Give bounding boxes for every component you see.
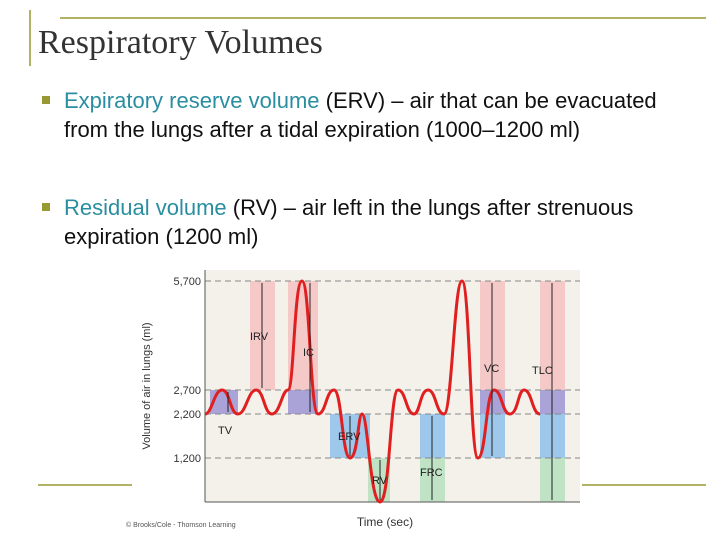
volume-label: TV xyxy=(218,425,233,437)
tick-label: 5,700 xyxy=(173,276,201,288)
slide-title: Respiratory Volumes xyxy=(38,24,323,61)
bullet-text: (RV) – air left in the lungs after stren… xyxy=(64,195,634,249)
tick-label: 2,700 xyxy=(173,385,201,397)
bullet-term: Residual volume xyxy=(64,195,227,220)
credit: © Brooks/Cole - Thomson Learning xyxy=(126,521,236,529)
volume-label: IC xyxy=(303,347,314,359)
volume-label: RV xyxy=(372,475,388,487)
bullet-term: Expiratory reserve volume xyxy=(64,88,320,113)
bullet-text: (ERV) – air that can be evacuated from t… xyxy=(64,88,657,142)
bullet-marker xyxy=(42,203,50,211)
arrows xyxy=(227,283,553,500)
bullet-marker xyxy=(42,96,50,104)
y-axis-label: Volume of air in lungs (ml) xyxy=(141,322,153,449)
tick-label: 1,200 xyxy=(173,453,201,465)
bullet: Expiratory reserve volume (ERV) – air th… xyxy=(42,86,674,144)
bullet: Residual volume (RV) – air left in the l… xyxy=(42,193,674,251)
volume-labels: IRV IC TV ERV RV FRC VC TLC xyxy=(218,331,553,487)
volume-label: FRC xyxy=(420,467,443,479)
volume-trace xyxy=(204,279,541,504)
tick-label: 2,200 xyxy=(173,409,201,421)
x-axis-label: Time (sec) xyxy=(357,515,413,529)
volume-label: TLC xyxy=(532,365,553,377)
volume-label: VC xyxy=(484,363,499,375)
volume-label: IRV xyxy=(250,331,269,343)
volume-label: ERV xyxy=(338,431,361,443)
level-lines xyxy=(205,280,580,459)
